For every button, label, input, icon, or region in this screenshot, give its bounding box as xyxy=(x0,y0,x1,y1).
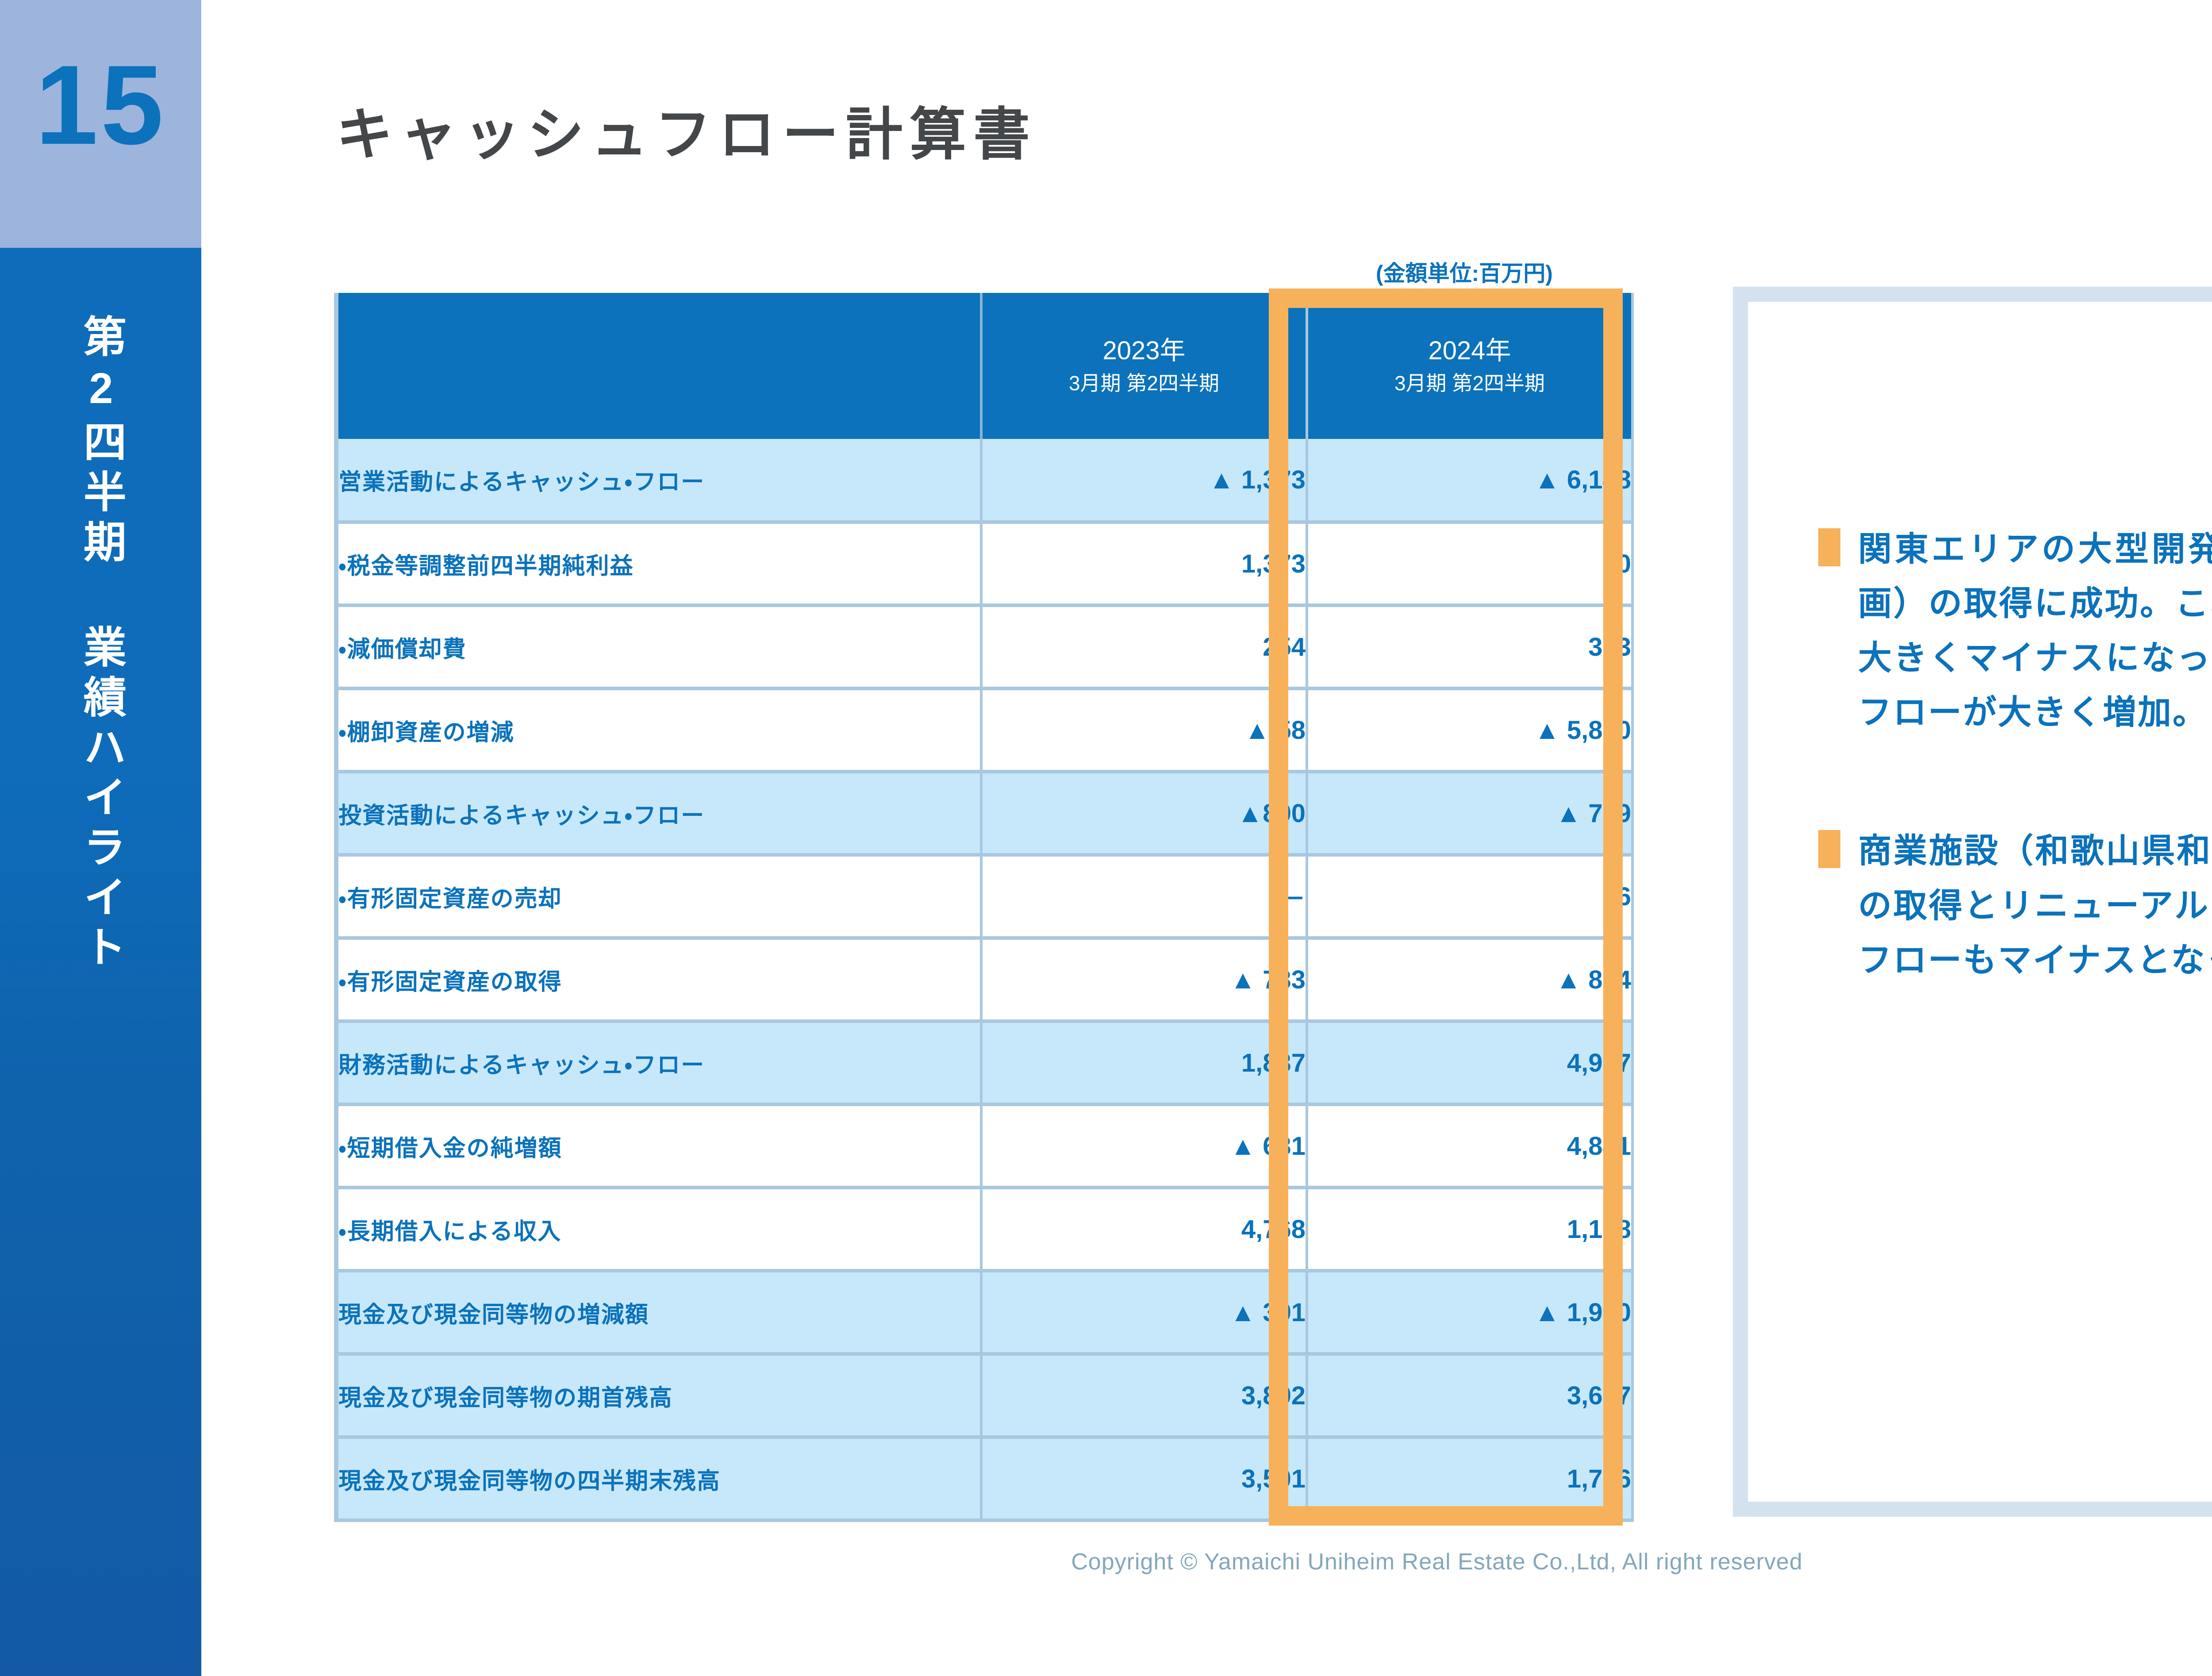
row-value-2023: 254 xyxy=(981,605,1308,690)
row-label: ・税金等調整前四半期純利益 xyxy=(336,522,983,607)
table-header-row: 2023年 3月期 第2四半期 2024年 3月期 第2四半期 xyxy=(336,293,1634,439)
table-row: 投資活動によるキャッシュ・フロー ▲890 ▲ 779 xyxy=(336,772,1634,857)
table-row: 現金及び現金同等物の期首残高 3,892 3,667 xyxy=(336,1354,1634,1439)
header-cell-label xyxy=(336,293,983,439)
cashflow-table: 2023年 3月期 第2四半期 2024年 3月期 第2四半期 営業活動によるキ… xyxy=(334,293,1634,1522)
table-row: 営業活動によるキャッシュ・フロー ▲ 1,373 ▲ 6,148 xyxy=(336,439,1634,524)
row-label: 現金及び現金同等物の四半期末残高 xyxy=(336,1437,983,1522)
row-label: ・棚卸資産の増減 xyxy=(336,688,983,773)
row-value-2024: 1,716 xyxy=(1307,1437,1634,1522)
left-rail: 15 第2四半期 業績ハイライト xyxy=(0,0,201,1676)
row-value-2023: ▲ 733 xyxy=(981,938,1308,1023)
header-period-2024: 3月期 第2四半期 xyxy=(1394,371,1545,395)
header-year-2024: 2024年 xyxy=(1428,336,1511,365)
page-number: 15 xyxy=(35,42,166,168)
row-label: 財務活動によるキャッシュ・フロー xyxy=(336,1021,983,1106)
table-body: 営業活動によるキャッシュ・フロー ▲ 1,373 ▲ 6,148 ・税金等調整前四半期… xyxy=(336,439,1634,1522)
row-value-2023: ▲ 1,373 xyxy=(981,439,1308,524)
bullet-square-icon xyxy=(1818,528,1840,566)
header-cell-2023: 2023年 3月期 第2四半期 xyxy=(981,293,1308,439)
table-row: ・有形固定資産の取得 ▲ 733 ▲ 834 xyxy=(336,938,1634,1023)
row-value-2024: ▲ 1,950 xyxy=(1307,1271,1634,1356)
table-row: ・有形固定資産の売却－ 56 xyxy=(336,855,1634,940)
row-label: 現金及び現金同等物の期首残高 xyxy=(336,1354,983,1439)
row-label: ・有形固定資産の売却 xyxy=(336,855,983,940)
footer-copyright: Copyright © Yamaichi Uniheim Real Estate… xyxy=(1071,1549,1803,1575)
table-row: ・短期借入金の純増額 ▲ 631 4,841 xyxy=(336,1104,1634,1189)
row-value-2023: 4,768 xyxy=(981,1188,1308,1272)
row-value-2024: ▲ 779 xyxy=(1307,772,1634,857)
row-value-2023: 1,837 xyxy=(981,1021,1308,1106)
row-value-2024: 4,977 xyxy=(1307,1021,1634,1106)
table-row: ・減価償却費 254 313 xyxy=(336,605,1634,690)
header-period-2023: 3月期 第2四半期 xyxy=(1069,371,1219,395)
bullet-square-icon xyxy=(1818,830,1840,869)
table-row: ・棚卸資産の増減 ▲ 58 ▲ 5,870 xyxy=(336,688,1634,773)
row-label: ・有形固定資産の取得 xyxy=(336,938,983,1023)
commentary-panel xyxy=(1733,287,2212,1517)
row-label: 現金及び現金同等物の増減額 xyxy=(336,1271,983,1356)
row-value-2023: ▲ 58 xyxy=(981,688,1308,773)
row-label: ・短期借入金の純増額 xyxy=(336,1104,983,1189)
row-label: ・長期借入による収入 xyxy=(336,1188,983,1272)
row-label: 投資活動によるキャッシュ・フロー xyxy=(336,772,983,857)
table-head: 2023年 3月期 第2四半期 2024年 3月期 第2四半期 xyxy=(336,293,1634,439)
row-value-2023: 1,373 xyxy=(981,522,1308,607)
table-row: 現金及び現金同等物の増減額 ▲ 391 ▲ 1,950 xyxy=(336,1271,1634,1356)
row-value-2023: ▲ 391 xyxy=(981,1271,1308,1356)
commentary-item: 商業施設（和歌山県和歌山市ヤマイチGARDEN紀伊川辺）の取得とリニューアルに伴… xyxy=(1818,824,2212,987)
row-value-2024: ▲ 5,870 xyxy=(1307,688,1634,773)
row-label: ・減価償却費 xyxy=(336,605,983,690)
row-value-2023: 3,501 xyxy=(981,1437,1308,1522)
row-value-2023: ▲ 631 xyxy=(981,1104,1308,1189)
row-value-2024: ▲ 6,148 xyxy=(1307,439,1634,524)
rail-vertical-title: 第2四半期 業績ハイライト xyxy=(77,314,125,975)
rail-section-band: 第2四半期 業績ハイライト xyxy=(0,248,201,1676)
commentary-text: 商業施設（和歌山県和歌山市ヤマイチGARDEN紀伊川辺）の取得とリニューアルに伴… xyxy=(1858,832,2212,979)
table-row: 現金及び現金同等物の四半期末残高 3,501 1,716 xyxy=(336,1437,1634,1522)
row-value-2023: － xyxy=(981,855,1308,940)
table-row: ・税金等調整前四半期純利益 1,373 80 xyxy=(336,522,1634,607)
rail-page-number-band: 15 xyxy=(0,0,201,248)
table-row: 財務活動によるキャッシュ・フロー 1,837 4,977 xyxy=(336,1021,1634,1106)
table-row: ・長期借入による収入 4,768 1,168 xyxy=(336,1188,1634,1272)
page-title: キャッシュフロー計算書 xyxy=(336,103,1037,166)
header-cell-2024: 2024年 3月期 第2四半期 xyxy=(1307,293,1634,439)
commentary-item: 関東エリアの大型開発案件（埼玉県朝霧市本町二丁目計画）の取得に成功。これに伴い、… xyxy=(1818,522,2212,740)
row-value-2024: 56 xyxy=(1307,855,1634,940)
row-value-2024: 1,168 xyxy=(1307,1188,1634,1272)
amount-unit-note: (金額単位:百万円) xyxy=(1376,261,1553,286)
commentary-list: 関東エリアの大型開発案件（埼玉県朝霧市本町二丁目計画）の取得に成功。これに伴い、… xyxy=(1818,522,2212,1072)
row-label: 営業活動によるキャッシュ・フロー xyxy=(336,439,983,524)
row-value-2023: ▲890 xyxy=(981,772,1308,857)
row-value-2023: 3,892 xyxy=(981,1354,1308,1439)
row-value-2024: 4,841 xyxy=(1307,1104,1634,1189)
row-value-2024: ▲ 834 xyxy=(1307,938,1634,1023)
rail-vertical-title-wrap: 第2四半期 業績ハイライト xyxy=(0,314,201,1376)
commentary-text: 関東エリアの大型開発案件（埼玉県朝霧市本町二丁目計画）の取得に成功。これに伴い、… xyxy=(1858,530,2212,732)
header-year-2023: 2023年 xyxy=(1102,336,1186,365)
row-value-2024: 3,667 xyxy=(1307,1354,1634,1439)
row-value-2024: 313 xyxy=(1307,605,1634,690)
row-value-2024: 80 xyxy=(1307,522,1634,607)
